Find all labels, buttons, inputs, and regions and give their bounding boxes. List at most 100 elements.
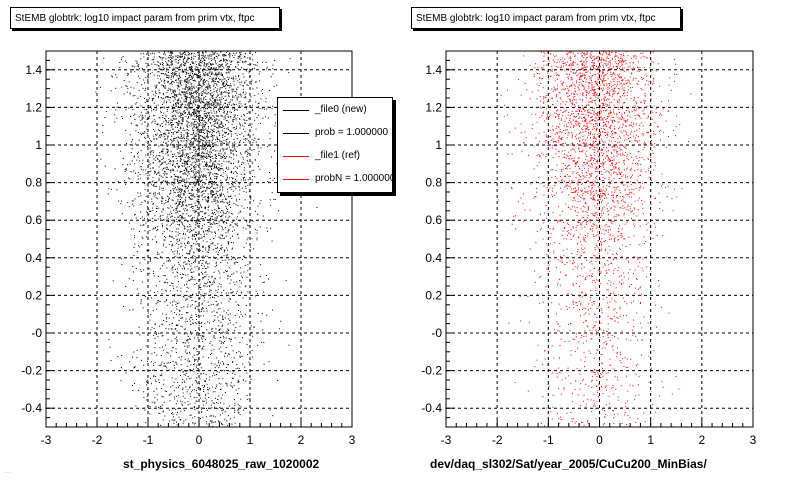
data-point [213, 194, 215, 195]
data-point [204, 397, 206, 399]
data-point [160, 200, 162, 202]
data-point [202, 142, 203, 144]
data-point [203, 74, 205, 75]
data-point [218, 99, 220, 101]
data-point [211, 191, 213, 193]
data-point [228, 241, 230, 243]
data-point [181, 159, 183, 161]
data-point [206, 163, 208, 165]
data-point [225, 52, 227, 53]
data-point [172, 283, 174, 284]
data-point [215, 210, 217, 212]
data-point [187, 58, 189, 60]
data-point [180, 84, 182, 86]
data-point [216, 127, 218, 129]
data-point [190, 146, 192, 148]
data-point [182, 392, 184, 394]
data-point [207, 63, 209, 65]
data-point [189, 197, 191, 199]
data-point [209, 72, 210, 74]
data-point [178, 115, 180, 117]
data-point [204, 133, 206, 134]
data-point [230, 99, 232, 101]
data-point [199, 122, 201, 124]
data-point [178, 253, 180, 255]
data-point [152, 180, 154, 182]
data-point [119, 67, 121, 68]
data-point [240, 311, 241, 313]
data-point [216, 190, 218, 192]
data-point [212, 283, 214, 285]
data-point [274, 177, 276, 179]
data-point [219, 93, 221, 95]
data-point [237, 225, 239, 227]
data-point [181, 369, 183, 371]
data-point [189, 279, 191, 281]
data-point [239, 342, 241, 343]
data-point [204, 213, 206, 215]
data-point [207, 231, 209, 233]
data-point [220, 108, 222, 110]
data-point [208, 113, 209, 115]
data-point [216, 53, 218, 55]
data-point [246, 372, 248, 374]
data-point [185, 162, 187, 164]
data-point [202, 55, 204, 57]
data-point [178, 75, 180, 77]
data-point [169, 225, 171, 227]
data-point [216, 92, 218, 94]
data-point [226, 330, 228, 332]
data-point [209, 322, 210, 324]
data-point [176, 325, 178, 326]
data-point [205, 271, 207, 273]
data-point [151, 207, 153, 209]
data-point [151, 63, 153, 65]
data-point [183, 190, 185, 192]
data-point [214, 338, 216, 340]
data-point [201, 191, 203, 193]
data-point [229, 141, 231, 143]
data-point [184, 238, 186, 240]
data-point [166, 101, 168, 103]
data-point [196, 155, 198, 157]
data-point [133, 351, 135, 353]
data-point [249, 398, 251, 400]
data-point [128, 222, 130, 224]
data-point [211, 275, 213, 277]
data-point [211, 135, 213, 137]
data-point [181, 70, 183, 72]
data-point [225, 132, 227, 133]
data-point [197, 158, 199, 160]
data-point [128, 177, 130, 179]
data-point [173, 317, 175, 319]
data-point [208, 169, 210, 171]
data-point [239, 316, 240, 318]
data-point [169, 101, 171, 103]
data-point [140, 426, 142, 428]
data-point [203, 97, 205, 99]
data-point [164, 138, 166, 140]
data-point [174, 178, 176, 180]
data-point [235, 292, 237, 294]
data-point [171, 124, 173, 125]
data-point [222, 106, 223, 108]
data-point [163, 133, 165, 134]
data-point [200, 186, 202, 188]
data-point [152, 98, 153, 100]
data-point [178, 302, 180, 304]
data-point [238, 183, 240, 185]
data-point [196, 125, 197, 127]
data-point [197, 250, 199, 252]
data-point [175, 268, 176, 270]
data-point [197, 134, 199, 135]
data-point [223, 112, 225, 114]
data-point [194, 209, 196, 211]
data-point [162, 419, 164, 421]
data-point [181, 68, 183, 70]
data-point [181, 140, 183, 142]
data-point [176, 96, 178, 97]
data-point [186, 54, 188, 56]
data-point [199, 61, 200, 63]
data-point [134, 198, 136, 200]
data-point [195, 158, 197, 160]
